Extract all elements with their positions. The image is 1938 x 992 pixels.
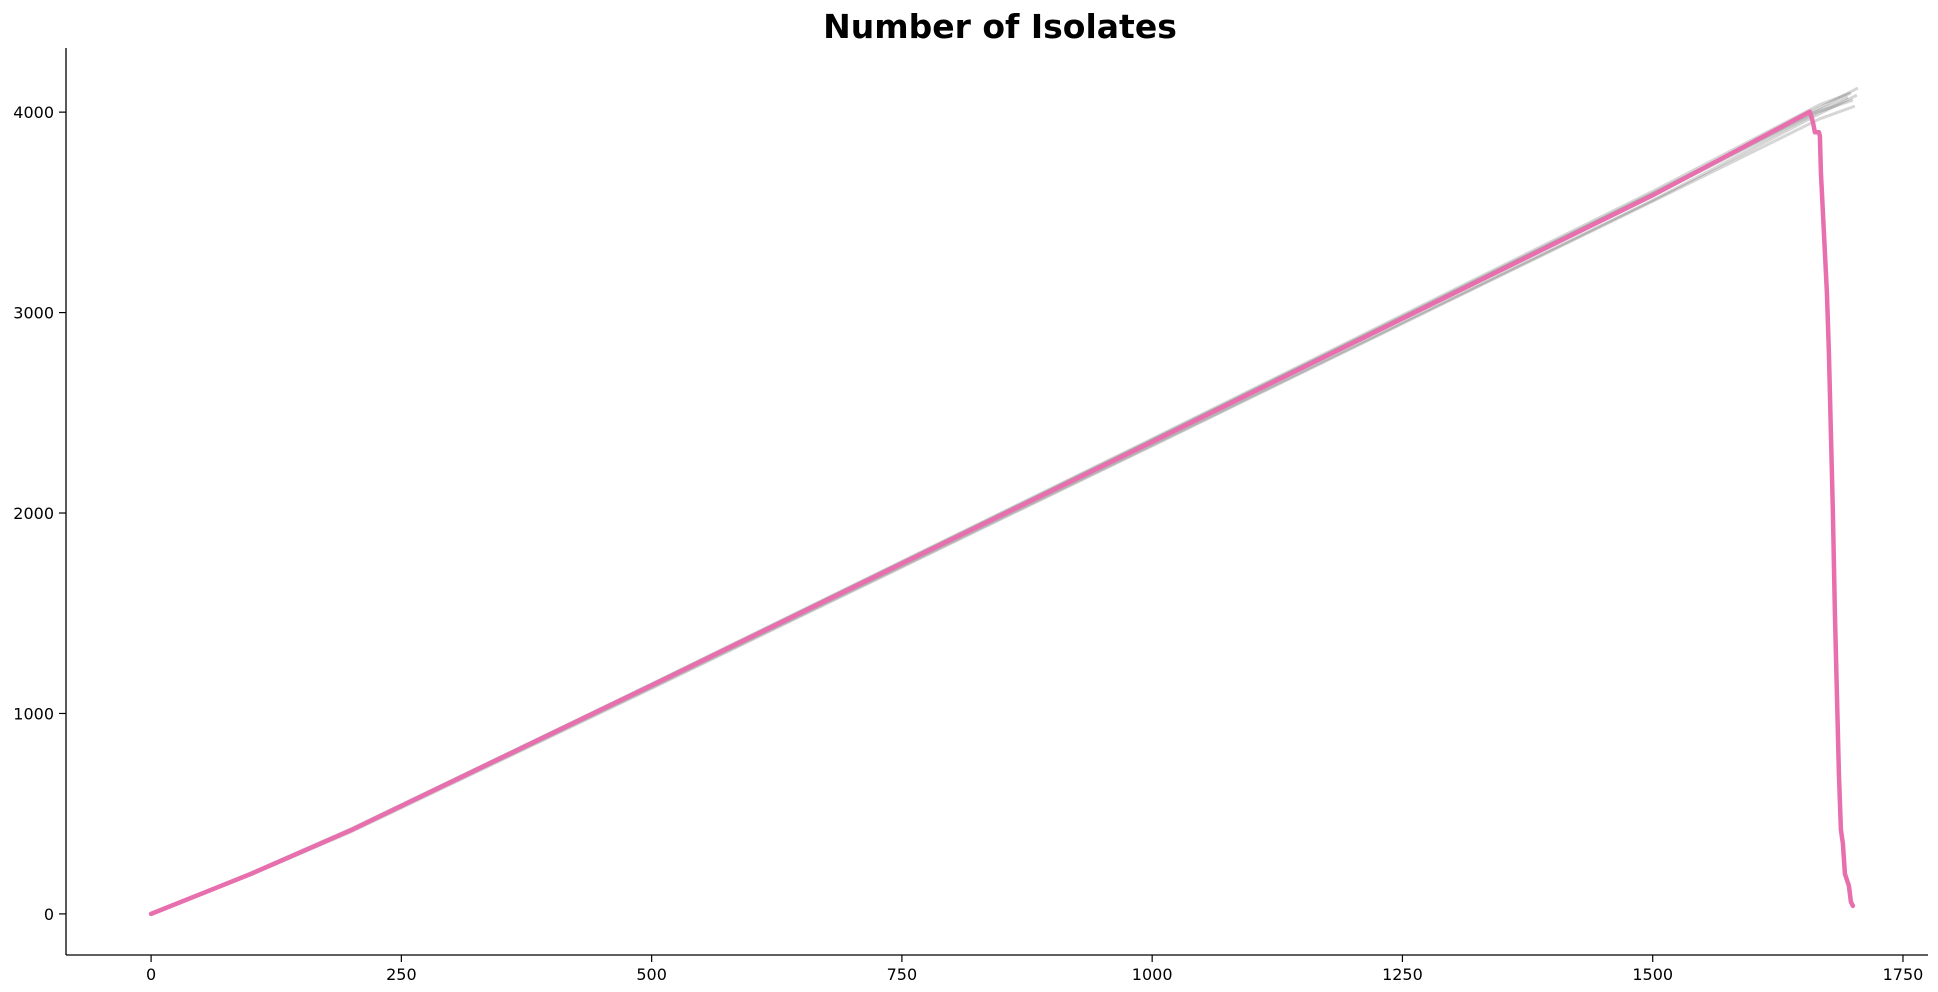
x-tick-label: 750 xyxy=(887,965,918,984)
y-tick-label: 2000 xyxy=(13,504,54,523)
y-tick-label: 3000 xyxy=(13,304,54,323)
x-tick-label: 0 xyxy=(146,965,156,984)
chart-title: Number of Isolates xyxy=(823,7,1177,46)
x-tick-label: 250 xyxy=(386,965,417,984)
y-tick-label: 0 xyxy=(44,905,54,924)
highlighted-line-layer xyxy=(148,109,1856,917)
y-tick-label: 1000 xyxy=(13,704,54,723)
x-tick-label: 1000 xyxy=(1132,965,1173,984)
y-tick-label: 4000 xyxy=(13,103,54,122)
x-tick-label: 1250 xyxy=(1382,965,1423,984)
x-tick-label: 1500 xyxy=(1632,965,1673,984)
x-tick-label: 500 xyxy=(636,965,667,984)
axes: 0 250 500 750 1000 1250 1500 1750 0 1000 2000 3000 4… xyxy=(13,48,1928,984)
x-tick-label: 1750 xyxy=(1883,965,1924,984)
highlighted-series-line xyxy=(148,109,1856,917)
